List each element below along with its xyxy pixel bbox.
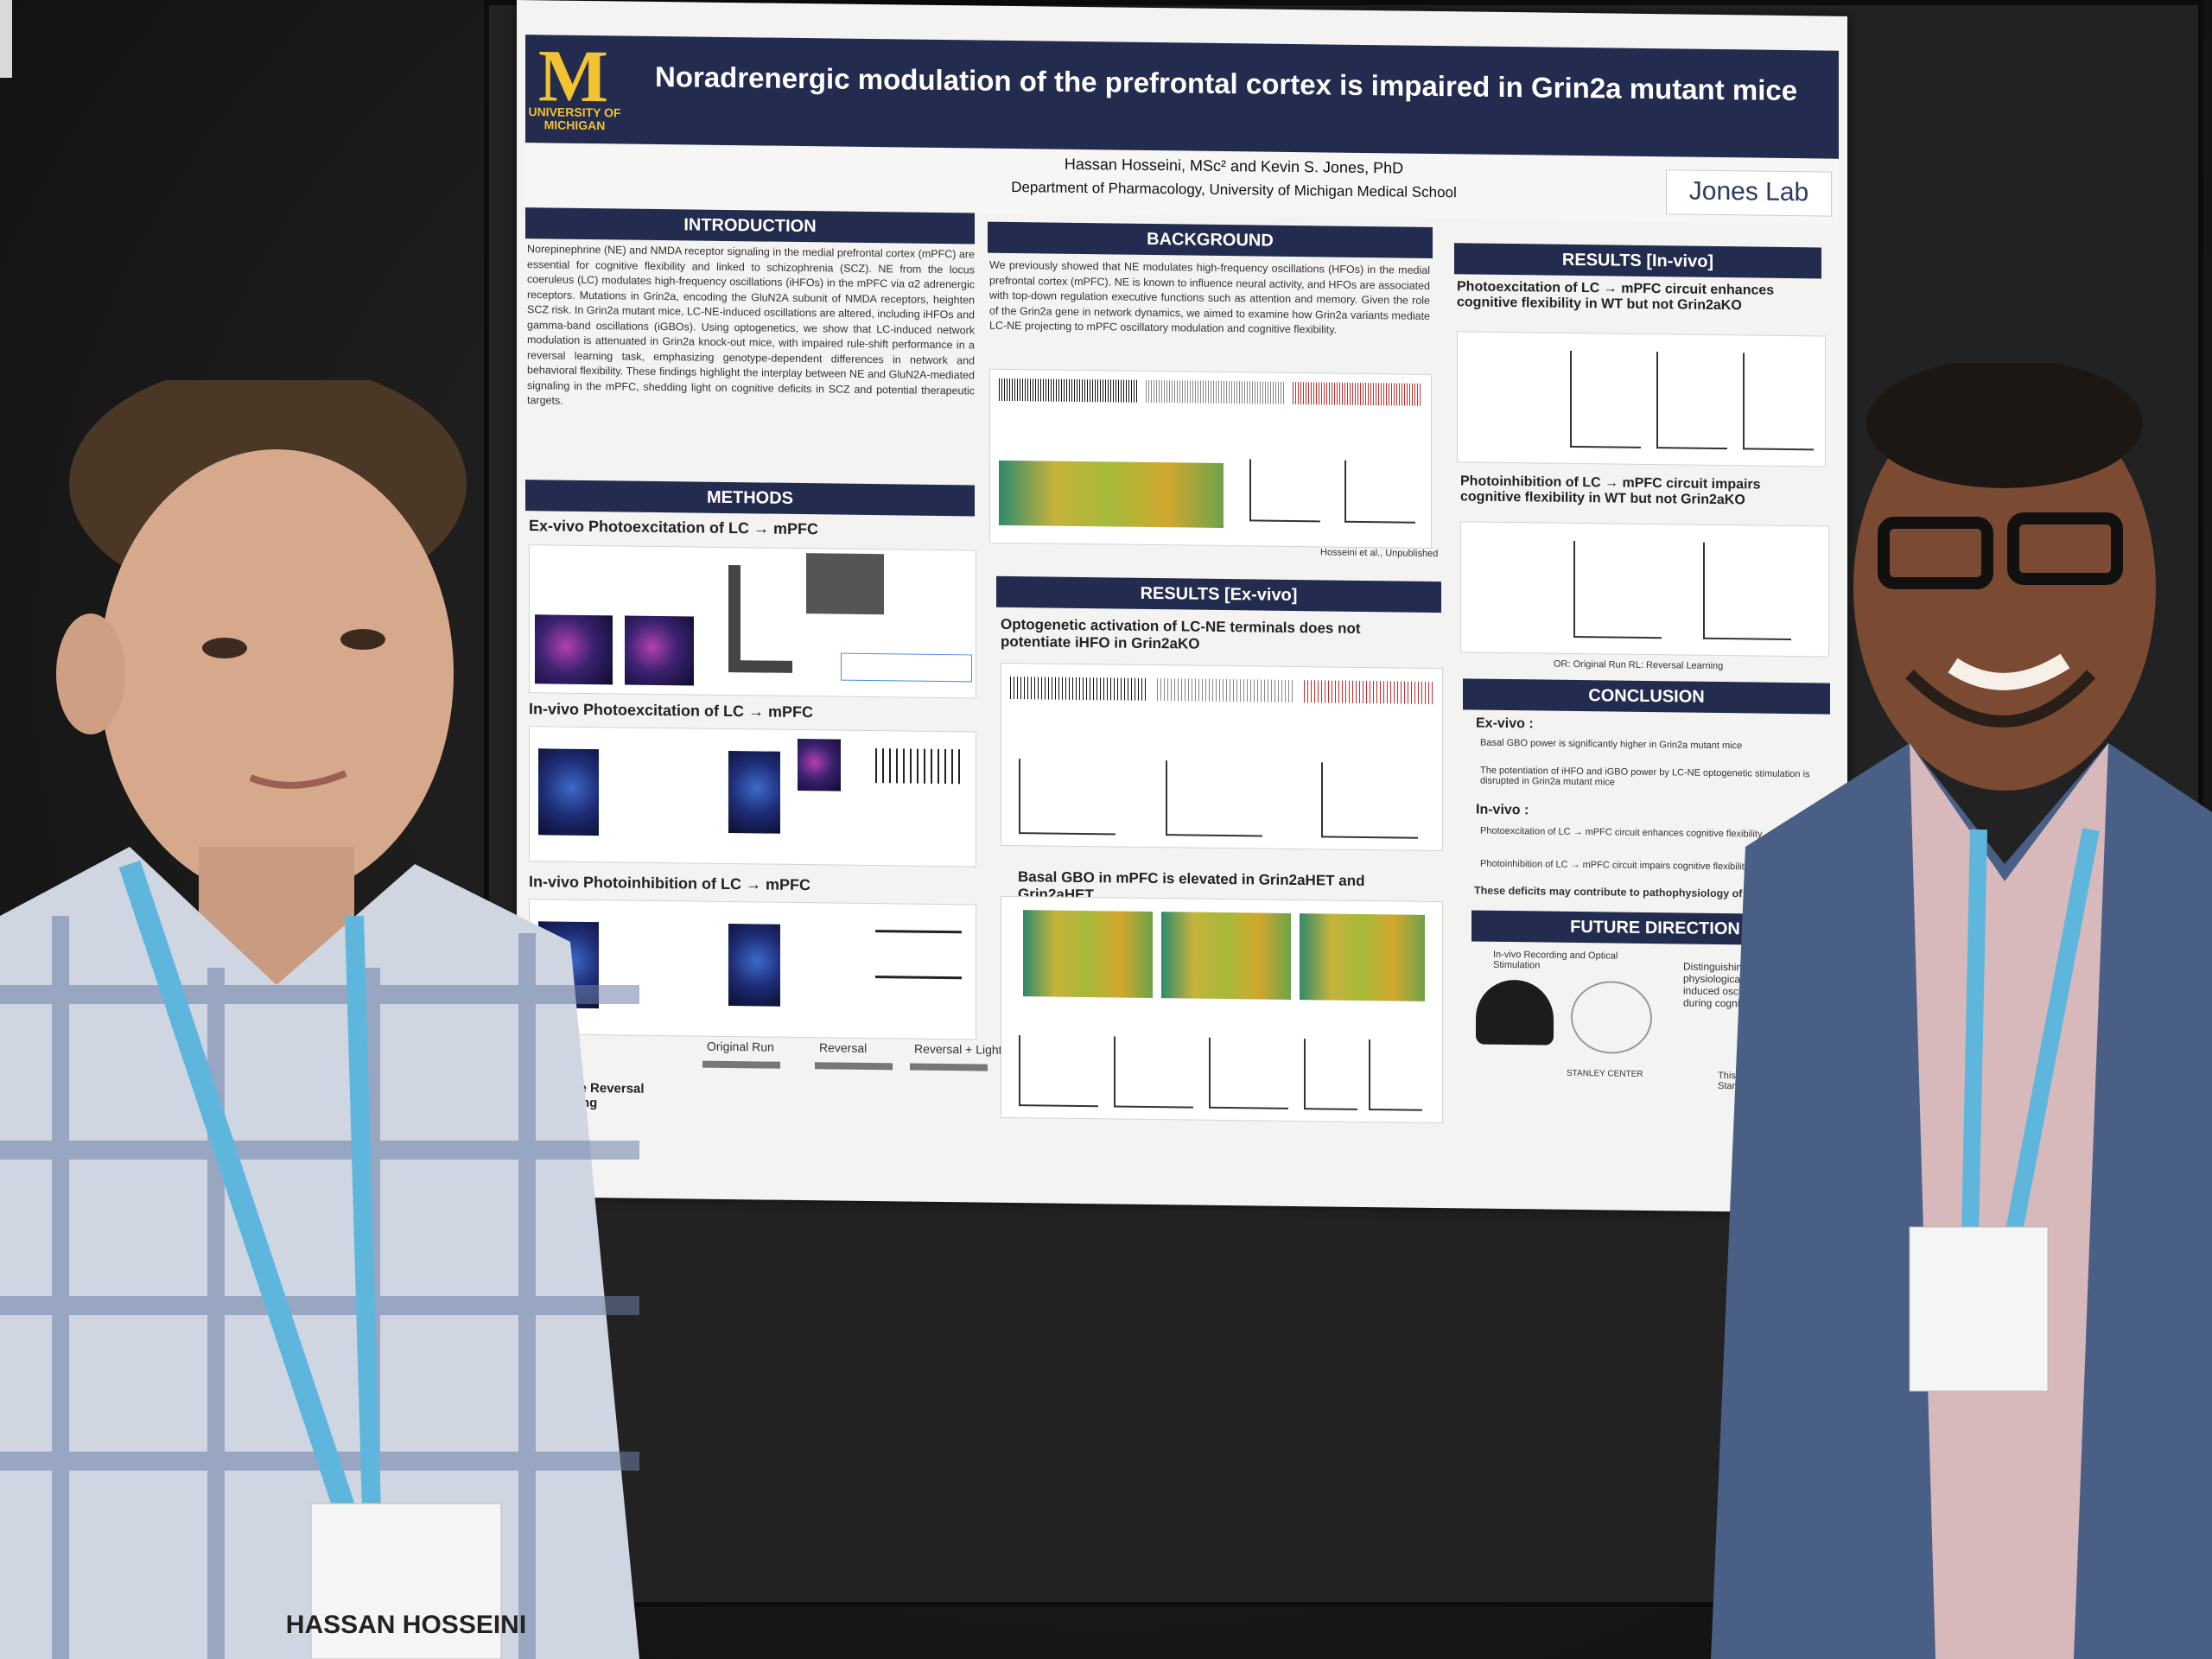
left-person-lanyard xyxy=(118,860,357,1516)
right-person-hair xyxy=(1866,363,2143,488)
results-invivo-sub1: Photoexcitation of LC → mPFC circuit enh… xyxy=(1457,279,1775,314)
background-figure xyxy=(989,368,1432,549)
lc-expression-image xyxy=(798,738,841,791)
introduction-heading: INTRODUCTION xyxy=(525,207,975,245)
background-heading: BACKGROUND xyxy=(988,221,1433,258)
right-person-lanyard-2 xyxy=(2005,828,2100,1237)
right-person-lanyard xyxy=(1961,829,1987,1236)
trace-gray xyxy=(1146,379,1284,404)
tmaze-label-2: Reversal xyxy=(819,1040,868,1055)
ihfo-plot-3 xyxy=(1321,762,1418,839)
background-plot-1 xyxy=(1249,459,1320,523)
results-invivo-heading: RESULTS [In-vivo] xyxy=(1454,243,1821,279)
gbo-plot-4 xyxy=(1304,1039,1357,1110)
exvivo-trace-het xyxy=(1157,678,1295,703)
microscope-illustration xyxy=(728,564,792,673)
tmaze-diagram-2 xyxy=(815,1062,893,1131)
ihfo-plot-2 xyxy=(1166,760,1262,837)
conclusion-invivo-label: In-vivo : xyxy=(1476,802,1529,818)
background-spectrogram xyxy=(999,460,1224,528)
tmaze-label-1: Original Run xyxy=(707,1039,774,1054)
right-person-smile xyxy=(1948,653,2070,690)
left-person-badge xyxy=(310,1503,502,1659)
right-person-badge xyxy=(1909,1226,2049,1392)
left-person-face xyxy=(99,449,454,899)
results-exvivo-sub1: Optogenetic activation of LC-NE terminal… xyxy=(1001,615,1361,652)
inhibition-trace xyxy=(875,930,962,980)
results-exvivo-heading: RESULTS [Ex-vivo] xyxy=(996,575,1441,613)
stim-pulse-train xyxy=(875,748,962,785)
right-person-glasses-l xyxy=(1878,517,1993,589)
left-person-eye-r xyxy=(340,629,385,650)
jones-lab-logo: Jones Lab xyxy=(1666,169,1832,217)
tmaze-label-3: Reversal + Light xyxy=(914,1041,1002,1057)
umich-logo-text: UNIVERSITY OF MICHIGAN xyxy=(528,105,621,133)
exvivo-trace-ko xyxy=(1304,680,1433,704)
gbo-spectrogram-het xyxy=(1161,912,1291,1000)
excitation-plot-1 xyxy=(1570,350,1641,448)
left-person-lanyard-2 xyxy=(345,915,381,1513)
conclusion-exvivo-label: Ex-vivo : xyxy=(1476,715,1534,732)
tmaze-diagram-1 xyxy=(702,1060,780,1129)
left-person-ear xyxy=(56,613,125,734)
future-diagram-label: In-vivo Recording and Optical Stimulatio… xyxy=(1493,949,1618,971)
ihfo-plot-1 xyxy=(1019,759,1116,836)
brain-section-illustration xyxy=(1571,980,1652,1055)
left-person-mouth xyxy=(249,770,347,789)
trace-black xyxy=(999,378,1137,403)
right-person-glasses-r xyxy=(2007,512,2123,585)
mouse-illustration xyxy=(1476,979,1554,1046)
exvivo-traces-figure xyxy=(1001,662,1443,852)
gbo-plot-1 xyxy=(1019,1035,1098,1108)
exvivo-trace-wt xyxy=(1010,676,1148,701)
gbo-spectrogram-wt xyxy=(1023,910,1153,998)
inhibition-plot-1 xyxy=(1573,540,1662,639)
background-citation: Hosseini et al., Unpublished xyxy=(1320,547,1439,560)
right-person xyxy=(1711,363,2212,1659)
stanley-logo-text: STANLEY CENTER xyxy=(1567,1068,1643,1079)
perfusion-chamber xyxy=(841,652,972,683)
left-badge-name: HASSAN HOSSEINI xyxy=(286,1611,526,1639)
left-person: HASSAN HOSSEINI xyxy=(0,380,639,1659)
gbo-plot-3 xyxy=(1209,1037,1288,1109)
right-person-beard xyxy=(1905,670,2096,728)
umich-block-m-logo: M xyxy=(537,34,609,118)
research-poster: M UNIVERSITY OF MICHIGAN Noradrenergic m… xyxy=(517,0,1847,1213)
trace-red xyxy=(1293,381,1422,406)
lc-fiber-image xyxy=(728,750,780,834)
camera-image xyxy=(806,553,884,615)
invivo-legend: OR: Original Run RL: Reversal Learning xyxy=(1554,658,1724,672)
gbo-plot-2 xyxy=(1114,1036,1193,1109)
gbo-plot-5 xyxy=(1369,1039,1422,1111)
gbo-figure xyxy=(1001,895,1443,1124)
gbo-spectrogram-ko xyxy=(1300,913,1425,1001)
tmaze-diagram-3 xyxy=(910,1063,988,1132)
background-plot-2 xyxy=(1344,460,1415,524)
left-person-eye-l xyxy=(202,638,247,658)
background-text: We previously showed that NE modulates h… xyxy=(989,258,1430,336)
wall-edge-patch xyxy=(0,0,12,78)
lc-fiber-image-2 xyxy=(728,923,780,1007)
